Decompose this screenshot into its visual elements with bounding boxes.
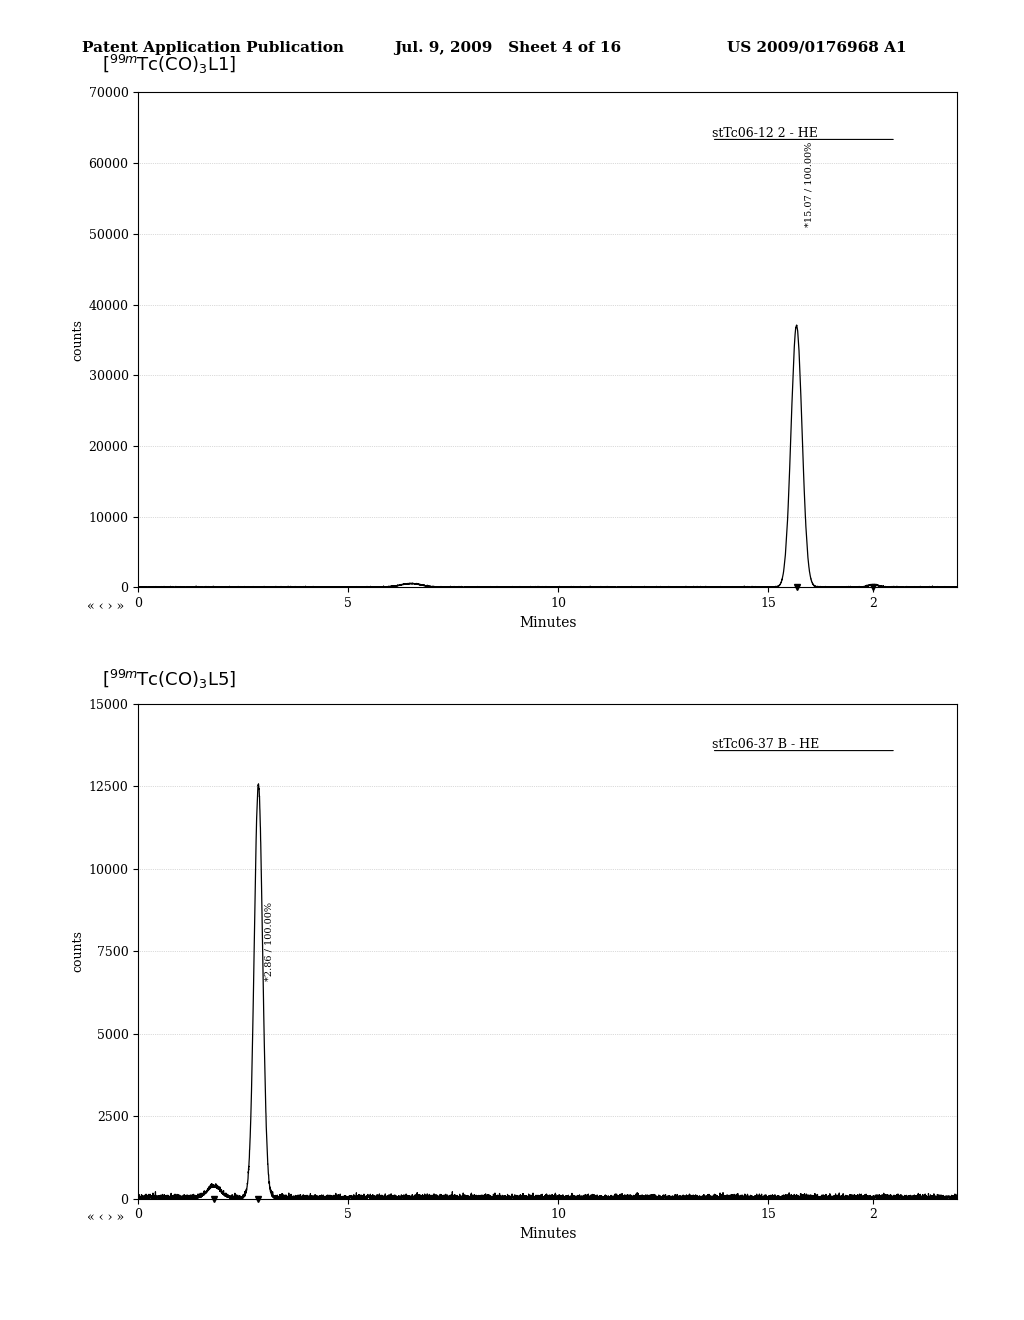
Text: stTc06-12 2 - HE: stTc06-12 2 - HE [712,127,817,140]
Text: Patent Application Publication: Patent Application Publication [82,41,344,55]
X-axis label: Minutes: Minutes [519,615,577,630]
Text: Jul. 9, 2009   Sheet 4 of 16: Jul. 9, 2009 Sheet 4 of 16 [394,41,622,55]
Text: « ‹ › »: « ‹ › » [87,599,124,612]
X-axis label: Minutes: Minutes [519,1226,577,1241]
Text: *2.86 / 100.00%: *2.86 / 100.00% [264,902,273,981]
Y-axis label: counts: counts [72,319,84,360]
Text: US 2009/0176968 A1: US 2009/0176968 A1 [727,41,906,55]
Text: *15.07 / 100.00%: *15.07 / 100.00% [805,141,814,227]
Text: stTc06-37 B - HE: stTc06-37 B - HE [712,738,819,751]
Y-axis label: counts: counts [72,931,84,972]
Text: $[^{99m}\mathrm{Tc(CO)_3L1}]$: $[^{99m}\mathrm{Tc(CO)_3L1}]$ [102,53,237,77]
Text: « ‹ › »: « ‹ › » [87,1210,124,1224]
Text: $[^{99m}\mathrm{Tc(CO)_3L5}]$: $[^{99m}\mathrm{Tc(CO)_3L5}]$ [102,668,237,692]
